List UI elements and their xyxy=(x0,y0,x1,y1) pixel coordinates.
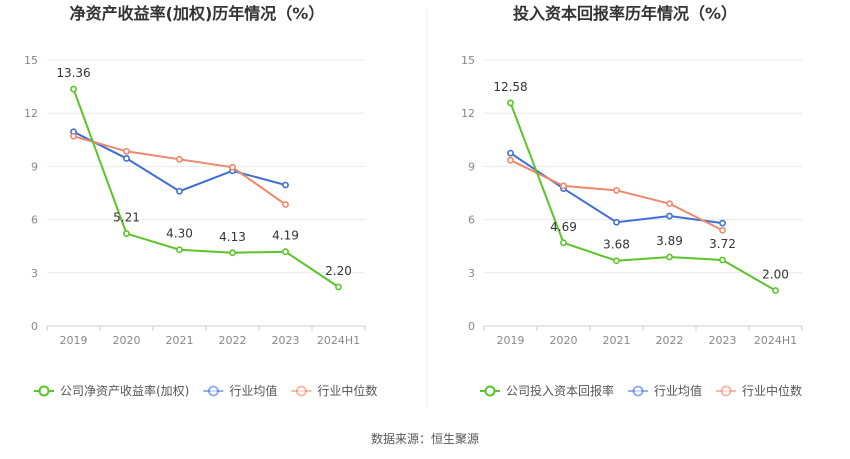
data-point-industry_avg xyxy=(282,181,289,189)
y-tick-label: 15 xyxy=(24,54,38,67)
y-tick-label: 3 xyxy=(31,267,38,280)
legend-item-industry_avg: 行业均值 xyxy=(654,383,702,398)
data-label: 13.36 xyxy=(56,66,90,80)
data-point-industry_median xyxy=(560,182,567,190)
x-tick-label: 2021 xyxy=(166,334,194,347)
data-label: 4.19 xyxy=(272,229,299,243)
x-tick-label: 2023 xyxy=(272,334,300,347)
y-tick-label: 15 xyxy=(461,54,475,67)
x-tick-label: 2019 xyxy=(497,334,525,347)
x-tick-label: 2020 xyxy=(113,334,141,347)
data-label: 4.30 xyxy=(166,227,193,241)
data-label: 4.13 xyxy=(219,230,246,244)
legend-swatch-marker xyxy=(484,385,496,397)
data-point-industry_avg xyxy=(613,218,620,226)
data-point-industry_median xyxy=(229,163,236,171)
data-point-company xyxy=(613,257,620,265)
data-label: 2.20 xyxy=(325,264,352,278)
data-label: 3.68 xyxy=(603,238,630,252)
y-tick-label: 6 xyxy=(468,214,475,227)
x-tick-label: 2019 xyxy=(60,334,88,347)
legend-swatch-marker xyxy=(295,385,307,397)
data-point-company xyxy=(229,249,236,257)
data-point-industry_median xyxy=(70,132,77,140)
data-point-industry_median xyxy=(666,200,673,208)
x-tick-label: 2021 xyxy=(603,334,631,347)
y-tick-label: 9 xyxy=(31,160,38,173)
chart-title: 净资产收益率(加权)历年情况（%） xyxy=(70,4,325,23)
data-point-company xyxy=(719,256,726,264)
y-tick-label: 9 xyxy=(468,160,475,173)
x-tick-label: 2024H1 xyxy=(754,334,797,347)
y-tick-label: 12 xyxy=(461,107,475,120)
data-point-company xyxy=(560,239,567,247)
data-point-company xyxy=(666,253,673,261)
data-point-company xyxy=(123,230,130,238)
data-point-company xyxy=(507,99,514,107)
series-line-company xyxy=(509,102,776,292)
x-tick-label: 2020 xyxy=(550,334,578,347)
data-label: 3.89 xyxy=(656,234,683,248)
y-tick-label: 6 xyxy=(31,214,38,227)
y-tick-label: 12 xyxy=(24,107,38,120)
data-point-industry_median xyxy=(123,147,130,155)
x-tick-label: 2022 xyxy=(219,334,247,347)
data-point-industry_median xyxy=(176,155,183,163)
x-tick-label: 2022 xyxy=(656,334,684,347)
data-point-industry_median xyxy=(282,201,289,208)
legend-swatch-marker xyxy=(38,385,50,397)
data-label: 2.00 xyxy=(762,268,789,282)
data-point-company xyxy=(335,283,342,291)
data-point-industry_avg xyxy=(176,187,183,195)
data-point-industry_avg xyxy=(123,155,130,162)
legend-item-industry_median: 行业中位数 xyxy=(742,383,802,398)
data-point-industry_median xyxy=(507,156,514,164)
data-label: 12.58 xyxy=(493,80,527,94)
legend-item-industry_median: 行业中位数 xyxy=(317,383,377,398)
legend-item-company: 公司净资产收益率(加权) xyxy=(60,383,189,398)
data-label: 4.69 xyxy=(550,220,577,234)
legend-swatch-marker xyxy=(207,385,219,397)
y-tick-label: 0 xyxy=(31,320,38,333)
legend-swatch-marker xyxy=(632,385,644,397)
legend-swatch-marker xyxy=(720,385,732,397)
chart-title: 投入资本回报率历年情况（%） xyxy=(513,4,737,23)
data-point-company xyxy=(176,246,183,254)
data-point-industry_median xyxy=(613,186,620,194)
data-point-industry_avg xyxy=(666,212,673,220)
data-point-industry_avg xyxy=(719,219,726,227)
chart-panel-2: 投入资本回报率历年情况（%） 0 3 6 9 12 15 2019 2020 2021 2022 20… xyxy=(461,4,803,398)
data-point-industry_median xyxy=(719,226,726,234)
x-tick-label: 2023 xyxy=(709,334,737,347)
series-line-company xyxy=(72,88,340,288)
data-point-industry_avg xyxy=(507,149,514,157)
data-point-company xyxy=(282,248,289,256)
x-tick-label: 2024H1 xyxy=(317,334,360,347)
y-tick-label: 0 xyxy=(468,320,475,333)
data-label: 3.72 xyxy=(709,237,736,251)
data-source-note: 数据来源：恒生聚源 xyxy=(370,432,479,446)
y-tick-label: 3 xyxy=(468,267,475,280)
data-point-company xyxy=(772,287,779,294)
data-point-company xyxy=(70,85,77,93)
legend-item-industry_avg: 行业均值 xyxy=(229,383,277,398)
data-label: 5.21 xyxy=(113,211,140,225)
chart-panel-1: 净资产收益率(加权)历年情况（%） 0 3 6 9 12 15 2019 2020 2021 202… xyxy=(24,4,377,398)
legend-item-company: 公司投入资本回报率 xyxy=(506,383,614,398)
